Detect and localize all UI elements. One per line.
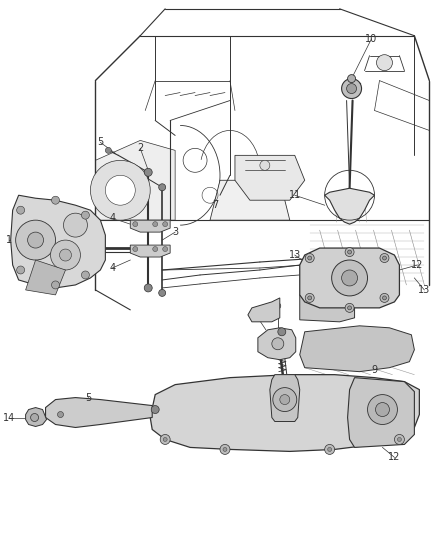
- Circle shape: [144, 168, 152, 176]
- Circle shape: [380, 254, 389, 263]
- Circle shape: [273, 387, 297, 411]
- Text: 4: 4: [109, 263, 115, 273]
- Text: 13: 13: [418, 285, 431, 295]
- Circle shape: [342, 78, 361, 99]
- Text: 5: 5: [85, 393, 92, 402]
- Polygon shape: [25, 408, 46, 426]
- Circle shape: [308, 256, 312, 260]
- Circle shape: [345, 247, 354, 256]
- Circle shape: [328, 447, 332, 451]
- Circle shape: [106, 148, 111, 154]
- Polygon shape: [25, 260, 66, 295]
- Circle shape: [163, 438, 167, 441]
- Polygon shape: [300, 326, 414, 372]
- Text: 9: 9: [371, 365, 378, 375]
- Circle shape: [50, 240, 81, 270]
- Circle shape: [382, 296, 386, 300]
- Text: 12: 12: [411, 260, 424, 270]
- Circle shape: [280, 394, 290, 405]
- Circle shape: [133, 222, 138, 227]
- Circle shape: [60, 249, 71, 261]
- Circle shape: [395, 434, 404, 445]
- Circle shape: [375, 402, 389, 416]
- Polygon shape: [325, 188, 374, 224]
- Circle shape: [151, 406, 159, 414]
- Circle shape: [162, 247, 168, 252]
- Circle shape: [52, 196, 60, 204]
- Polygon shape: [300, 248, 399, 308]
- Circle shape: [382, 256, 386, 260]
- Circle shape: [325, 445, 335, 455]
- Circle shape: [16, 220, 56, 260]
- Text: 4: 4: [109, 213, 115, 223]
- Text: 11: 11: [289, 190, 301, 200]
- Circle shape: [223, 447, 227, 451]
- Circle shape: [90, 160, 150, 220]
- Circle shape: [348, 75, 356, 83]
- Text: 8: 8: [255, 313, 261, 323]
- Circle shape: [17, 206, 25, 214]
- Polygon shape: [46, 398, 152, 427]
- Circle shape: [159, 289, 166, 296]
- Circle shape: [159, 184, 166, 191]
- Circle shape: [64, 213, 88, 237]
- Circle shape: [160, 434, 170, 445]
- Text: 12: 12: [388, 453, 401, 463]
- Circle shape: [153, 247, 158, 252]
- Circle shape: [260, 160, 270, 171]
- Text: 3: 3: [172, 227, 178, 237]
- Text: 14: 14: [3, 413, 15, 423]
- Circle shape: [133, 247, 138, 252]
- Circle shape: [144, 284, 152, 292]
- Circle shape: [348, 306, 352, 310]
- Polygon shape: [11, 195, 106, 288]
- Circle shape: [57, 411, 64, 417]
- Polygon shape: [150, 375, 419, 451]
- Polygon shape: [130, 245, 170, 257]
- Circle shape: [348, 250, 352, 254]
- Polygon shape: [95, 140, 175, 220]
- Circle shape: [380, 293, 389, 302]
- Circle shape: [153, 222, 158, 227]
- Polygon shape: [348, 378, 414, 447]
- Text: 7: 7: [212, 200, 218, 210]
- Polygon shape: [248, 298, 280, 322]
- Text: 1: 1: [6, 235, 12, 245]
- Circle shape: [342, 270, 357, 286]
- Circle shape: [162, 222, 168, 227]
- Circle shape: [305, 293, 314, 302]
- Circle shape: [81, 271, 89, 279]
- Circle shape: [397, 438, 401, 441]
- Circle shape: [261, 305, 271, 315]
- Circle shape: [305, 254, 314, 263]
- Polygon shape: [130, 220, 170, 232]
- Text: 13: 13: [289, 250, 301, 260]
- Circle shape: [367, 394, 397, 424]
- Circle shape: [308, 296, 312, 300]
- Polygon shape: [235, 155, 305, 200]
- Circle shape: [81, 211, 89, 219]
- Circle shape: [332, 260, 367, 296]
- Text: 2: 2: [137, 143, 143, 154]
- Polygon shape: [270, 375, 300, 422]
- Circle shape: [52, 281, 60, 289]
- Circle shape: [278, 328, 286, 336]
- Circle shape: [346, 84, 357, 94]
- Circle shape: [106, 175, 135, 205]
- Circle shape: [345, 303, 354, 312]
- Circle shape: [28, 232, 43, 248]
- Text: 5: 5: [97, 138, 103, 148]
- Circle shape: [31, 414, 39, 422]
- Polygon shape: [210, 180, 290, 220]
- Circle shape: [17, 266, 25, 274]
- Circle shape: [377, 55, 392, 71]
- Polygon shape: [258, 328, 296, 360]
- Text: 10: 10: [365, 34, 378, 44]
- Polygon shape: [300, 290, 355, 322]
- Circle shape: [220, 445, 230, 455]
- Circle shape: [272, 338, 284, 350]
- Circle shape: [275, 303, 281, 309]
